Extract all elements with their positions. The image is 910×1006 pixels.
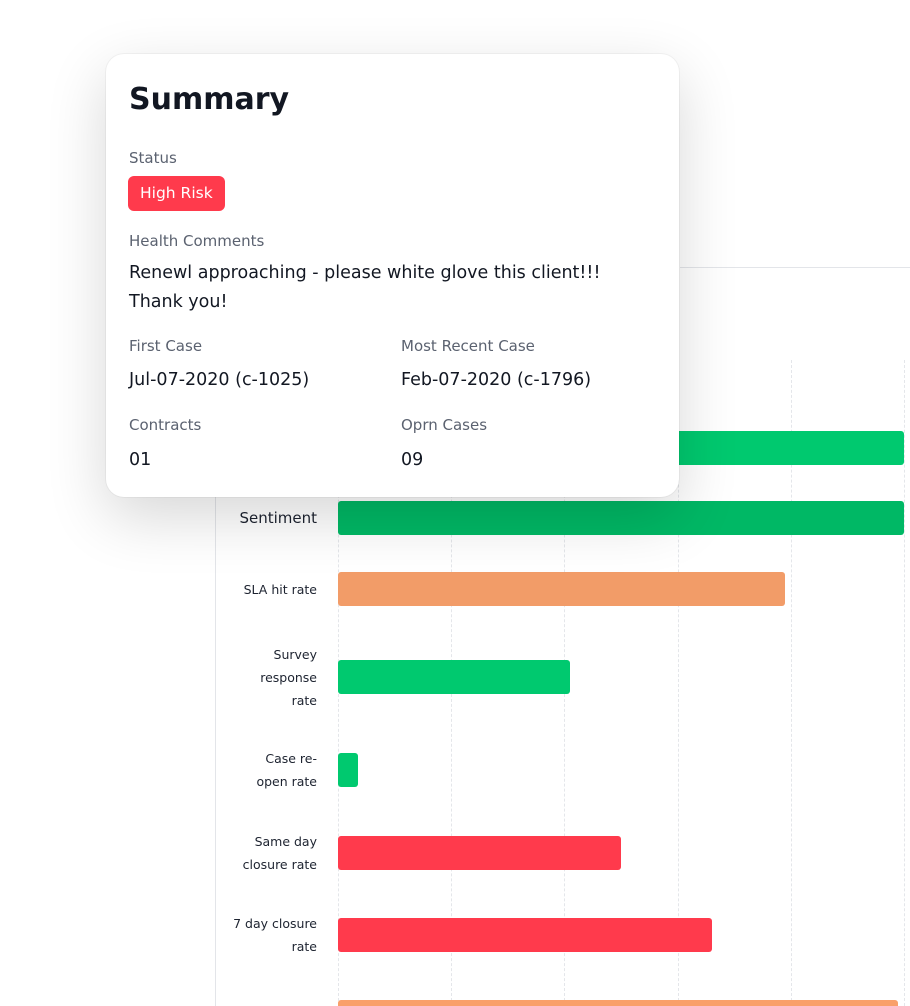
grid-line — [790, 360, 792, 1006]
y-tick-label: 7 day closure rate — [233, 916, 317, 954]
y-tick-label: SLA hit rate — [243, 581, 317, 597]
oprn-cases-label: Oprn Cases — [401, 416, 488, 434]
card-title: Summary — [129, 82, 290, 117]
summary-card: Summary Status High Risk Health Comments… — [106, 54, 679, 497]
bar — [338, 1000, 899, 1006]
status-badge: High Risk — [128, 176, 225, 211]
y-tick-label: Case re- open rate — [256, 751, 317, 789]
y-tick-label: Survey response rate — [260, 646, 317, 708]
y-tick-label: Same day closure rate — [242, 834, 317, 872]
most-recent-case: Feb-07-2020 (c-1796) — [401, 370, 592, 390]
contracts: 01 — [129, 450, 152, 470]
bar — [338, 501, 904, 535]
health-comments-label: Health Comments — [129, 232, 265, 250]
first-case: Jul-07-2020 (c-1025) — [129, 370, 310, 390]
bar — [338, 918, 712, 952]
bar — [338, 572, 786, 606]
chart-axis — [215, 400, 216, 1006]
first-case-label: First Case — [129, 337, 203, 355]
bar — [338, 753, 358, 787]
grid-line — [904, 360, 905, 1006]
health-comments: Renewl approaching - please white glove … — [129, 263, 601, 312]
grid-line — [677, 360, 679, 1006]
y-tick-label: Sentiment — [239, 508, 317, 527]
panel-divider — [680, 267, 910, 268]
contracts-label: Contracts — [129, 416, 202, 434]
most-recent-case-label: Most Recent Case — [401, 337, 535, 355]
bar — [338, 660, 571, 694]
bar — [338, 836, 621, 870]
oprn-cases: 09 — [401, 450, 424, 470]
status-label: Status — [129, 149, 177, 167]
